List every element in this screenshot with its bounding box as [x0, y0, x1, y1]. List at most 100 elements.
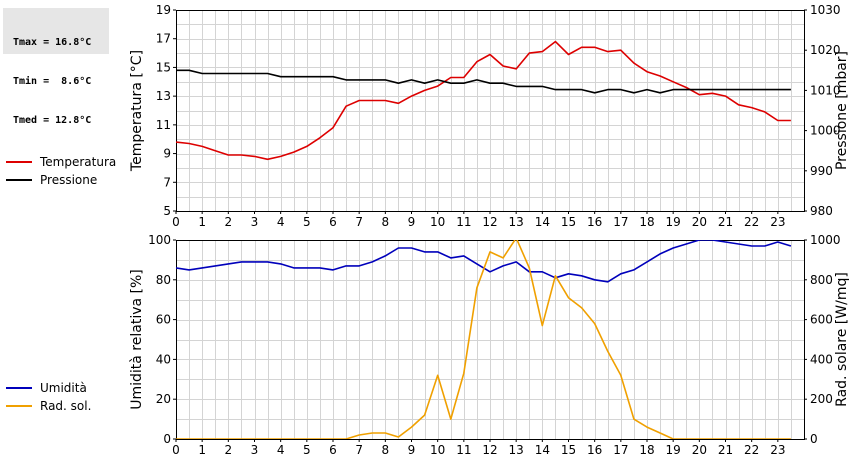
- y-tick-label: 11: [156, 118, 171, 132]
- y2-axis-label: Pressione [mbar]: [834, 51, 850, 170]
- x-tick-label: 23: [770, 215, 785, 229]
- x-tick-label: 7: [355, 215, 363, 229]
- x-tick-label: 15: [561, 215, 576, 229]
- x-tick-label: 4: [277, 443, 285, 457]
- stat-tmax: Tmax = 16.8°C: [13, 37, 92, 48]
- legend-bottom: Umidità Rad. sol.: [6, 379, 91, 415]
- x-tick-label: 17: [613, 215, 628, 229]
- x-tick-label: 16: [587, 215, 602, 229]
- y-tick-label: 15: [156, 60, 171, 74]
- legend-item-pressione: Pressione: [6, 171, 116, 189]
- x-tick-label: 10: [430, 443, 445, 457]
- x-tick-label: 20: [692, 215, 707, 229]
- y2-tick-label: 200: [810, 392, 833, 406]
- x-tick-label: 10: [430, 215, 445, 229]
- x-tick-label: 8: [382, 443, 390, 457]
- y-axis-label: Temperatura [°C]: [129, 50, 145, 172]
- legend-swatch-radsol: [6, 405, 32, 407]
- x-tick-label: 22: [744, 443, 759, 457]
- x-tick-label: 7: [355, 443, 363, 457]
- stat-tmin: Tmin = 8.6°C: [13, 76, 92, 87]
- chart-panel-1: 0 1 2 3 4 5 6 7 8 9 10 11 12 13 14 15 16 17 18 19 20 21 22 2357…: [129, 3, 850, 229]
- y-tick-label: 20: [156, 392, 171, 406]
- chart-panel-2: 0 1 2 3 4 5 6 7 8 9 10 11 12 13 14 15 16 17 18 19 20 21 22 2302…: [129, 233, 850, 457]
- y-axis-label: Umidità relativa [%]: [129, 269, 145, 410]
- y-tick-label: 60: [156, 313, 171, 327]
- x-tick-label: 21: [718, 443, 733, 457]
- x-tick-label: 9: [408, 443, 416, 457]
- legend-label-temperatura: Temperatura: [40, 155, 117, 169]
- legend-top: Temperatura Pressione: [6, 153, 116, 189]
- x-tick-label: 13: [509, 215, 524, 229]
- stats-box: Tmax = 16.8°C Tmin = 8.6°C Tmed = 12.8°C: [3, 8, 109, 126]
- x-tick-label: 9: [408, 215, 416, 229]
- stat-tmed: Tmed = 12.8°C: [13, 115, 92, 126]
- x-tick-label: 19: [666, 215, 681, 229]
- x-tick-label: 21: [718, 215, 733, 229]
- x-tick-label: 14: [535, 215, 550, 229]
- x-tick-label: 14: [535, 443, 550, 457]
- legend-item-radsol: Rad. sol.: [6, 397, 91, 415]
- legend-swatch-pressione: [6, 179, 32, 181]
- y-tick-label: 13: [156, 89, 171, 103]
- x-tick-label: 23: [770, 443, 785, 457]
- x-tick-label: 6: [329, 215, 337, 229]
- x-tick-label: 12: [482, 443, 497, 457]
- x-tick-label: 19: [666, 443, 681, 457]
- legend-label-umidita: Umidità: [40, 381, 87, 395]
- x-tick-label: 1: [198, 443, 206, 457]
- legend-label-radsol: Rad. sol.: [40, 399, 92, 413]
- y2-tick-label: 600: [810, 313, 833, 327]
- y-tick-label: 9: [163, 147, 171, 161]
- x-tick-label: 1: [198, 215, 206, 229]
- y-tick-label: 80: [156, 273, 171, 287]
- x-tick-label: 0: [172, 215, 180, 229]
- y-tick-label: 19: [156, 3, 171, 17]
- x-tick-label: 20: [692, 443, 707, 457]
- x-tick-label: 3: [251, 443, 259, 457]
- series-line-pressione: [176, 69, 791, 94]
- x-tick-label: 2: [225, 443, 233, 457]
- x-tick-label: 18: [639, 443, 654, 457]
- y-tick-label: 100: [148, 233, 171, 247]
- legend-label-pressione: Pressione: [40, 173, 98, 187]
- x-tick-label: 17: [613, 443, 628, 457]
- x-tick-label: 16: [587, 443, 602, 457]
- y2-tick-label: 800: [810, 273, 833, 287]
- series-line-temperatura: [176, 40, 791, 161]
- y2-tick-label: 1000: [810, 233, 841, 247]
- x-tick-label: 0: [172, 443, 180, 457]
- y-tick-label: 7: [163, 175, 171, 189]
- y-tick-label: 40: [156, 352, 171, 366]
- series-line-rad-sol: [176, 240, 791, 439]
- x-tick-label: 2: [225, 215, 233, 229]
- y2-tick-label: 1020: [810, 43, 841, 57]
- y-tick-label: 5: [163, 204, 171, 218]
- y-tick-label: 0: [163, 432, 171, 446]
- x-tick-label: 5: [303, 215, 311, 229]
- legend-item-umidita: Umidità: [6, 379, 91, 397]
- x-tick-label: 22: [744, 215, 759, 229]
- x-tick-label: 11: [456, 443, 471, 457]
- y2-tick-label: 1030: [810, 3, 841, 17]
- legend-item-temperatura: Temperatura: [6, 153, 116, 171]
- legend-swatch-umidita: [6, 387, 32, 389]
- x-tick-label: 5: [303, 443, 311, 457]
- legend-swatch-temperatura: [6, 161, 32, 163]
- y-tick-label: 17: [156, 32, 171, 46]
- y2-tick-label: 980: [810, 204, 833, 218]
- y2-tick-label: 0: [810, 432, 818, 446]
- x-tick-label: 8: [382, 215, 390, 229]
- x-tick-label: 6: [329, 443, 337, 457]
- x-tick-label: 3: [251, 215, 259, 229]
- x-tick-label: 4: [277, 215, 285, 229]
- x-tick-label: 15: [561, 443, 576, 457]
- y2-tick-label: 1000: [810, 124, 841, 138]
- x-tick-label: 18: [639, 215, 654, 229]
- y2-axis-label: Rad. solare [W/mq]: [834, 272, 850, 407]
- x-tick-label: 12: [482, 215, 497, 229]
- y2-tick-label: 1010: [810, 83, 841, 97]
- y2-tick-label: 990: [810, 164, 833, 178]
- x-tick-label: 11: [456, 215, 471, 229]
